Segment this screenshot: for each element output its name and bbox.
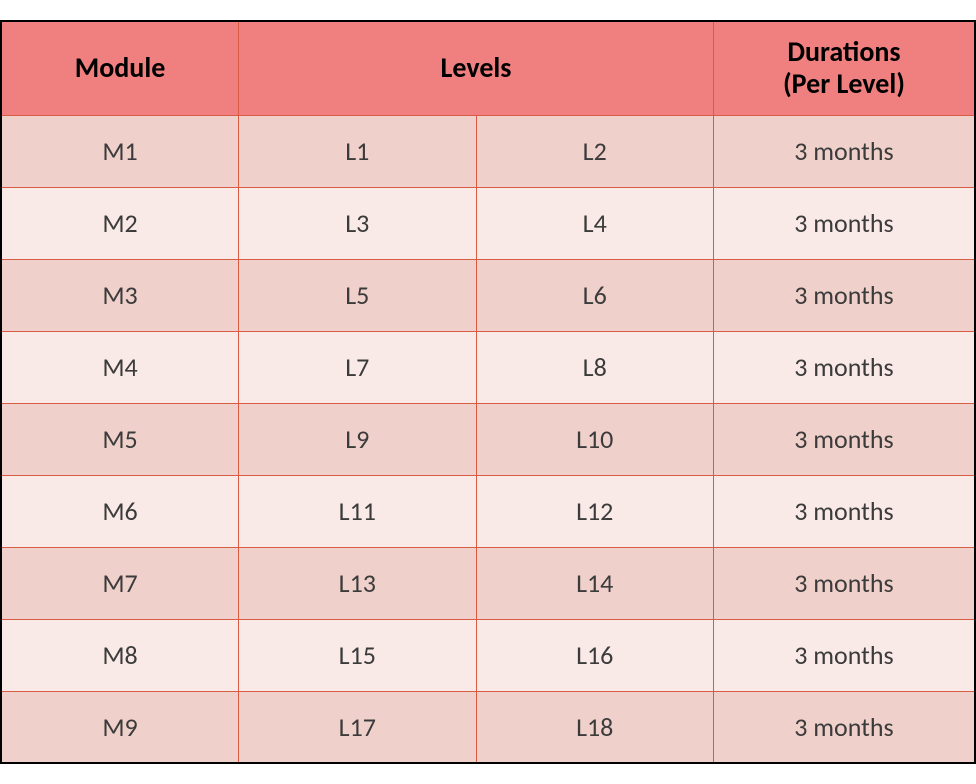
table-row: M6L11L123 months xyxy=(1,475,975,547)
cell-duration: 3 months xyxy=(713,331,975,403)
cell-duration: 3 months xyxy=(713,403,975,475)
table-body: M1L1L23 monthsM2L3L43 monthsM3L5L63 mont… xyxy=(1,115,975,763)
table-row: M4L7L83 months xyxy=(1,331,975,403)
cell-level-a: L3 xyxy=(239,187,476,259)
cell-level-b: L16 xyxy=(476,619,713,691)
cell-level-b: L18 xyxy=(476,691,713,763)
table-row: M3L5L63 months xyxy=(1,259,975,331)
cell-level-a: L1 xyxy=(239,115,476,187)
header-durations-line1: Durations xyxy=(787,34,900,69)
table-row: M8L15L163 months xyxy=(1,619,975,691)
header-module: Module xyxy=(1,21,239,115)
table-header-row: Module Levels Durations (Per Level) xyxy=(1,21,975,115)
cell-level-a: L13 xyxy=(239,547,476,619)
cell-level-b: L8 xyxy=(476,331,713,403)
cell-level-a: L17 xyxy=(239,691,476,763)
cell-module: M3 xyxy=(1,259,239,331)
cell-level-a: L7 xyxy=(239,331,476,403)
header-levels: Levels xyxy=(239,21,714,115)
table-row: M2L3L43 months xyxy=(1,187,975,259)
cell-duration: 3 months xyxy=(713,547,975,619)
header-durations: Durations (Per Level) xyxy=(713,21,975,115)
cell-module: M5 xyxy=(1,403,239,475)
cell-level-b: L10 xyxy=(476,403,713,475)
cell-module: M2 xyxy=(1,187,239,259)
cell-module: M1 xyxy=(1,115,239,187)
table-row: M7L13L143 months xyxy=(1,547,975,619)
cell-module: M9 xyxy=(1,691,239,763)
cell-level-b: L6 xyxy=(476,259,713,331)
cell-duration: 3 months xyxy=(713,475,975,547)
table-row: M1L1L23 months xyxy=(1,115,975,187)
table-row: M5L9L103 months xyxy=(1,403,975,475)
cell-duration: 3 months xyxy=(713,187,975,259)
cell-module: M4 xyxy=(1,331,239,403)
cell-level-a: L11 xyxy=(239,475,476,547)
table-row: M9L17L183 months xyxy=(1,691,975,763)
cell-level-b: L4 xyxy=(476,187,713,259)
cell-duration: 3 months xyxy=(713,619,975,691)
header-durations-line2: (Per Level) xyxy=(783,66,905,101)
cell-level-a: L5 xyxy=(239,259,476,331)
cell-duration: 3 months xyxy=(713,259,975,331)
modules-table: Module Levels Durations (Per Level) M1L1… xyxy=(0,20,976,764)
cell-level-b: L14 xyxy=(476,547,713,619)
cell-duration: 3 months xyxy=(713,115,975,187)
cell-module: M7 xyxy=(1,547,239,619)
cell-level-a: L15 xyxy=(239,619,476,691)
cell-module: M6 xyxy=(1,475,239,547)
cell-level-b: L2 xyxy=(476,115,713,187)
cell-level-a: L9 xyxy=(239,403,476,475)
cell-duration: 3 months xyxy=(713,691,975,763)
cell-level-b: L12 xyxy=(476,475,713,547)
cell-module: M8 xyxy=(1,619,239,691)
